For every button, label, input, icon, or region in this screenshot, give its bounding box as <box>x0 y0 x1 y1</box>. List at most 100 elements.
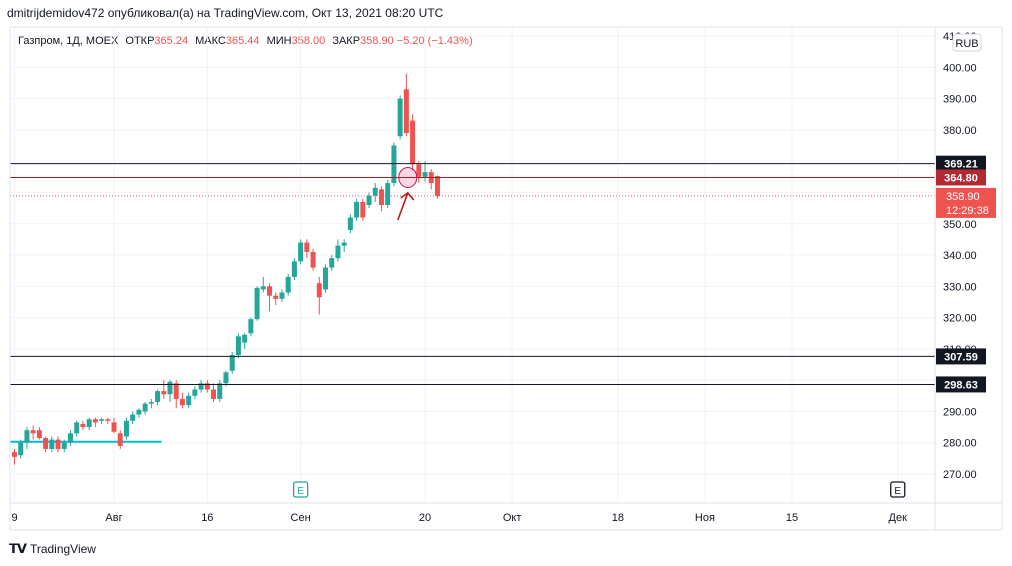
candle <box>49 436 55 453</box>
time-tick-label: Авг <box>105 512 122 524</box>
close-value: 358.90 <box>360 35 394 47</box>
candle <box>422 161 428 182</box>
candle <box>347 214 353 234</box>
candle <box>204 380 210 393</box>
candle <box>12 448 17 465</box>
candle-body <box>43 438 49 449</box>
candle <box>142 402 148 415</box>
high-label: МАКС <box>195 35 226 47</box>
open-label: ОТКР <box>125 35 155 47</box>
candle-body <box>86 419 92 428</box>
candle <box>378 186 384 212</box>
candle-body <box>267 286 273 296</box>
candle <box>155 389 161 406</box>
price-tick-label: 280.00 <box>943 438 977 450</box>
time-axis[interactable]: 9 Авг 16 Сен 20 Окт 18 Ноя 15 Дек <box>11 512 907 524</box>
candle-body <box>329 258 335 268</box>
earnings-marker-label: E <box>894 486 901 497</box>
candle <box>235 333 241 359</box>
candle-body <box>434 176 440 196</box>
candle-body <box>61 442 67 449</box>
candle <box>385 179 391 209</box>
candle-body <box>316 283 322 298</box>
candle-body <box>36 430 42 439</box>
candle-body <box>211 389 217 399</box>
tradingview-logo[interactable]: 𝗧𝗩 TradingView <box>9 541 96 557</box>
candle-body <box>18 442 24 456</box>
time-tick-label: 20 <box>419 512 431 524</box>
candle-body <box>416 164 422 177</box>
candle <box>130 411 136 424</box>
candle-body <box>92 419 98 423</box>
price-tick-label: 330.00 <box>943 281 977 293</box>
candle <box>223 370 229 387</box>
candle <box>323 264 328 293</box>
candle <box>273 292 279 306</box>
candle <box>179 392 185 409</box>
candle-body <box>24 430 30 443</box>
candle <box>198 380 204 393</box>
horizontal-levels[interactable] <box>10 163 935 385</box>
candle <box>304 239 310 259</box>
candle <box>105 417 111 424</box>
candle <box>310 248 316 271</box>
candle <box>335 239 341 262</box>
candle-body <box>217 383 223 399</box>
candle <box>434 175 440 199</box>
candle-body <box>142 403 148 412</box>
candle-body <box>378 189 384 205</box>
high-value: 365.44 <box>225 35 260 47</box>
candle <box>403 73 409 137</box>
currency-badge[interactable]: RUB <box>952 33 982 52</box>
price-tick-label: 270.00 <box>943 469 977 481</box>
candle-body <box>173 383 179 399</box>
candle-body <box>80 423 86 428</box>
annotations <box>397 166 418 221</box>
candle-body <box>167 381 173 395</box>
level-tag <box>936 169 986 186</box>
candle-body <box>391 145 397 184</box>
time-tick-label: Сен <box>291 512 311 524</box>
candle <box>285 273 291 296</box>
price-tick-label: 380.00 <box>943 125 977 137</box>
candle <box>136 408 142 418</box>
candle-body <box>260 286 266 290</box>
candle <box>61 439 67 453</box>
time-tick-label: 15 <box>786 512 798 524</box>
candle-body <box>161 391 167 395</box>
candle-body <box>105 419 111 421</box>
candle <box>260 276 266 293</box>
candle <box>229 352 235 374</box>
candle-body <box>410 120 416 165</box>
candle-body <box>354 201 360 218</box>
candle <box>298 239 304 265</box>
candle <box>80 420 86 431</box>
candle-body <box>130 414 136 421</box>
arrow-annotation <box>397 191 415 221</box>
candle <box>428 169 434 190</box>
candle-body <box>291 261 297 277</box>
candle-body <box>242 334 248 343</box>
symbol-name[interactable]: Газпром, 1Д, MOEX <box>18 35 119 47</box>
price-axis[interactable]: 270.00280.00290.00300.00310.00320.00330.… <box>943 31 977 481</box>
price-tick-label: 350.00 <box>943 219 977 231</box>
candle <box>279 289 285 302</box>
time-tick-label: Дек <box>889 512 908 524</box>
publisher-header: dmitrijdemidov472 опубликовал(а) на Trad… <box>7 6 444 20</box>
candle <box>267 283 273 312</box>
candle <box>67 430 73 446</box>
candle-body <box>285 276 291 293</box>
candle-body <box>422 172 428 177</box>
candle-body <box>223 372 229 384</box>
candle <box>30 425 36 440</box>
price-tick-label: 400.00 <box>943 62 977 74</box>
level-tag-label: 364.80 <box>944 172 978 184</box>
candle-body <box>74 422 80 434</box>
candle-body <box>136 409 142 415</box>
candle-body <box>279 292 285 299</box>
candle-body <box>49 439 55 449</box>
time-tick-label: 18 <box>612 512 624 524</box>
level-tag-label: 369.21 <box>944 159 978 171</box>
candle-body <box>117 433 123 446</box>
